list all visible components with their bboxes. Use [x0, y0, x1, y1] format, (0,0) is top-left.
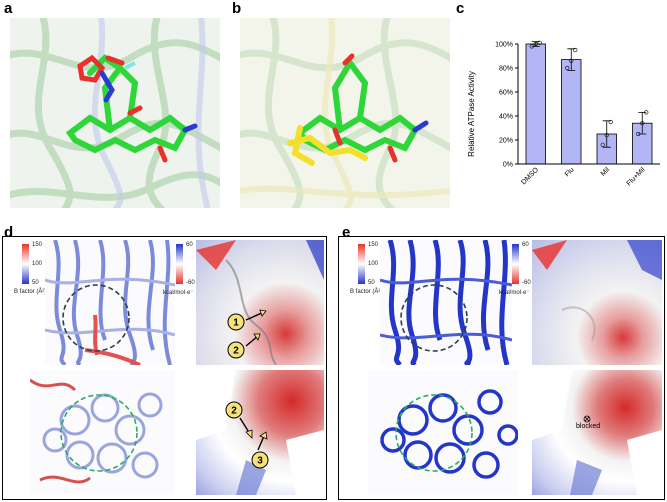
data-point — [604, 133, 609, 138]
elec-max-d: 60 — [186, 242, 193, 248]
data-point — [529, 44, 534, 49]
pocket-circle-e-top — [400, 284, 468, 352]
marker-1-label-d: 1 — [233, 318, 239, 329]
pocket-circle-d-bottom — [60, 394, 138, 472]
x-tick-label: Mil — [600, 166, 612, 178]
ribbon-side-view-d — [45, 240, 175, 365]
panel-label-c: c — [456, 0, 465, 17]
marker-3-label-d: 3 — [257, 456, 263, 467]
blocked-label: blocked — [576, 423, 601, 430]
data-point — [573, 47, 578, 53]
marker-arrows-d-bottom — [239, 417, 268, 451]
marker-arrows-d-top — [245, 309, 267, 347]
elec-unit-d: kcal/mol·e⁻ — [163, 290, 194, 296]
bfactor-max-d: 150 — [32, 242, 43, 248]
structure-image-a — [10, 18, 220, 208]
surface-top-view-e — [532, 370, 662, 495]
y-axis-label: Relative ATPase Activity — [467, 71, 476, 157]
panel-label-a: a — [4, 0, 13, 17]
ribbon-side-view-e — [380, 240, 512, 365]
y-tick-label: 60% — [499, 90, 513, 97]
x-tick-label: DMSO — [520, 166, 540, 186]
bfactor-title-d: B factor (Å²) — [14, 289, 47, 295]
elec-min-d: -60 — [186, 280, 195, 286]
structure-image-b — [240, 18, 450, 208]
bfactor-min-e: 50 — [368, 280, 375, 286]
data-point — [533, 41, 538, 47]
marker-3-circle-d: 3 — [251, 451, 269, 469]
data-point — [644, 110, 649, 115]
data-point — [569, 58, 574, 63]
elec-min-e: -60 — [522, 280, 531, 286]
y-tick-label: 80% — [499, 66, 513, 73]
bfactor-scale-e — [358, 244, 365, 284]
y-tick-label: 0% — [503, 162, 513, 169]
x-tick-label: Flu+Mil — [626, 166, 647, 187]
y-tick-label: 20% — [499, 138, 513, 145]
x-ticks: DMSO Flu Mil Flu+Mil — [520, 166, 647, 187]
elec-unit-e: kcal/mol·e⁻ — [499, 290, 530, 296]
pocket-circle-e-bottom — [395, 394, 473, 472]
bfactor-title-e: B factor (Å²) — [350, 289, 383, 295]
bfactor-scale-d — [22, 244, 29, 284]
error-bar — [638, 112, 647, 135]
surface-side-view-e — [532, 240, 662, 365]
bar — [561, 59, 582, 165]
data-point — [636, 131, 641, 137]
marker-2-label-d-bottom: 2 — [231, 406, 237, 417]
bar — [525, 43, 546, 165]
data-point — [537, 40, 542, 45]
panel-frame-e — [338, 236, 665, 500]
elec-max-e: 60 — [522, 242, 529, 248]
data-point — [600, 142, 605, 147]
data-point — [565, 65, 570, 71]
blocked-marker — [583, 415, 591, 423]
marker-1-circle-d: 1 — [227, 313, 245, 331]
bars — [525, 40, 653, 165]
marker-2-circle-d-top: 2 — [227, 341, 245, 359]
marker-2-label-d-top: 2 — [233, 346, 239, 357]
y-ticks: 0% 20% 40% 60% 80% 100% — [495, 42, 518, 169]
ribbon-top-view-d — [30, 370, 175, 495]
x-tick-label: Flu — [564, 166, 576, 178]
structure-svg-a — [10, 18, 220, 208]
elec-scale-e — [512, 244, 519, 284]
surface-side-view-d — [196, 240, 324, 365]
data-point — [640, 121, 645, 126]
y-tick-label: 40% — [499, 114, 513, 121]
surface-top-view-d — [196, 370, 324, 495]
y-tick-label: 100% — [495, 42, 513, 49]
panel-frame-d — [2, 236, 327, 500]
structure-svg-b — [240, 18, 450, 208]
bfactor-mid-e: 100 — [368, 261, 379, 267]
panel-label-d: d — [4, 224, 14, 241]
panel-label-e: e — [342, 224, 351, 241]
data-point — [608, 119, 613, 125]
bfactor-mid-d: 100 — [32, 261, 43, 267]
elec-scale-d — [176, 244, 183, 284]
ribbon-top-view-e — [368, 370, 518, 495]
atpase-bar-chart: Relative ATPase Activity 0% 20% 40% 60% 80% 1… — [467, 40, 660, 188]
panel-label-b: b — [232, 0, 242, 17]
bfactor-min-d: 50 — [32, 280, 39, 286]
marker-2-circle-d-bottom: 2 — [225, 401, 243, 419]
bfactor-max-e: 150 — [368, 242, 379, 248]
pocket-circle-d-top — [62, 284, 130, 352]
